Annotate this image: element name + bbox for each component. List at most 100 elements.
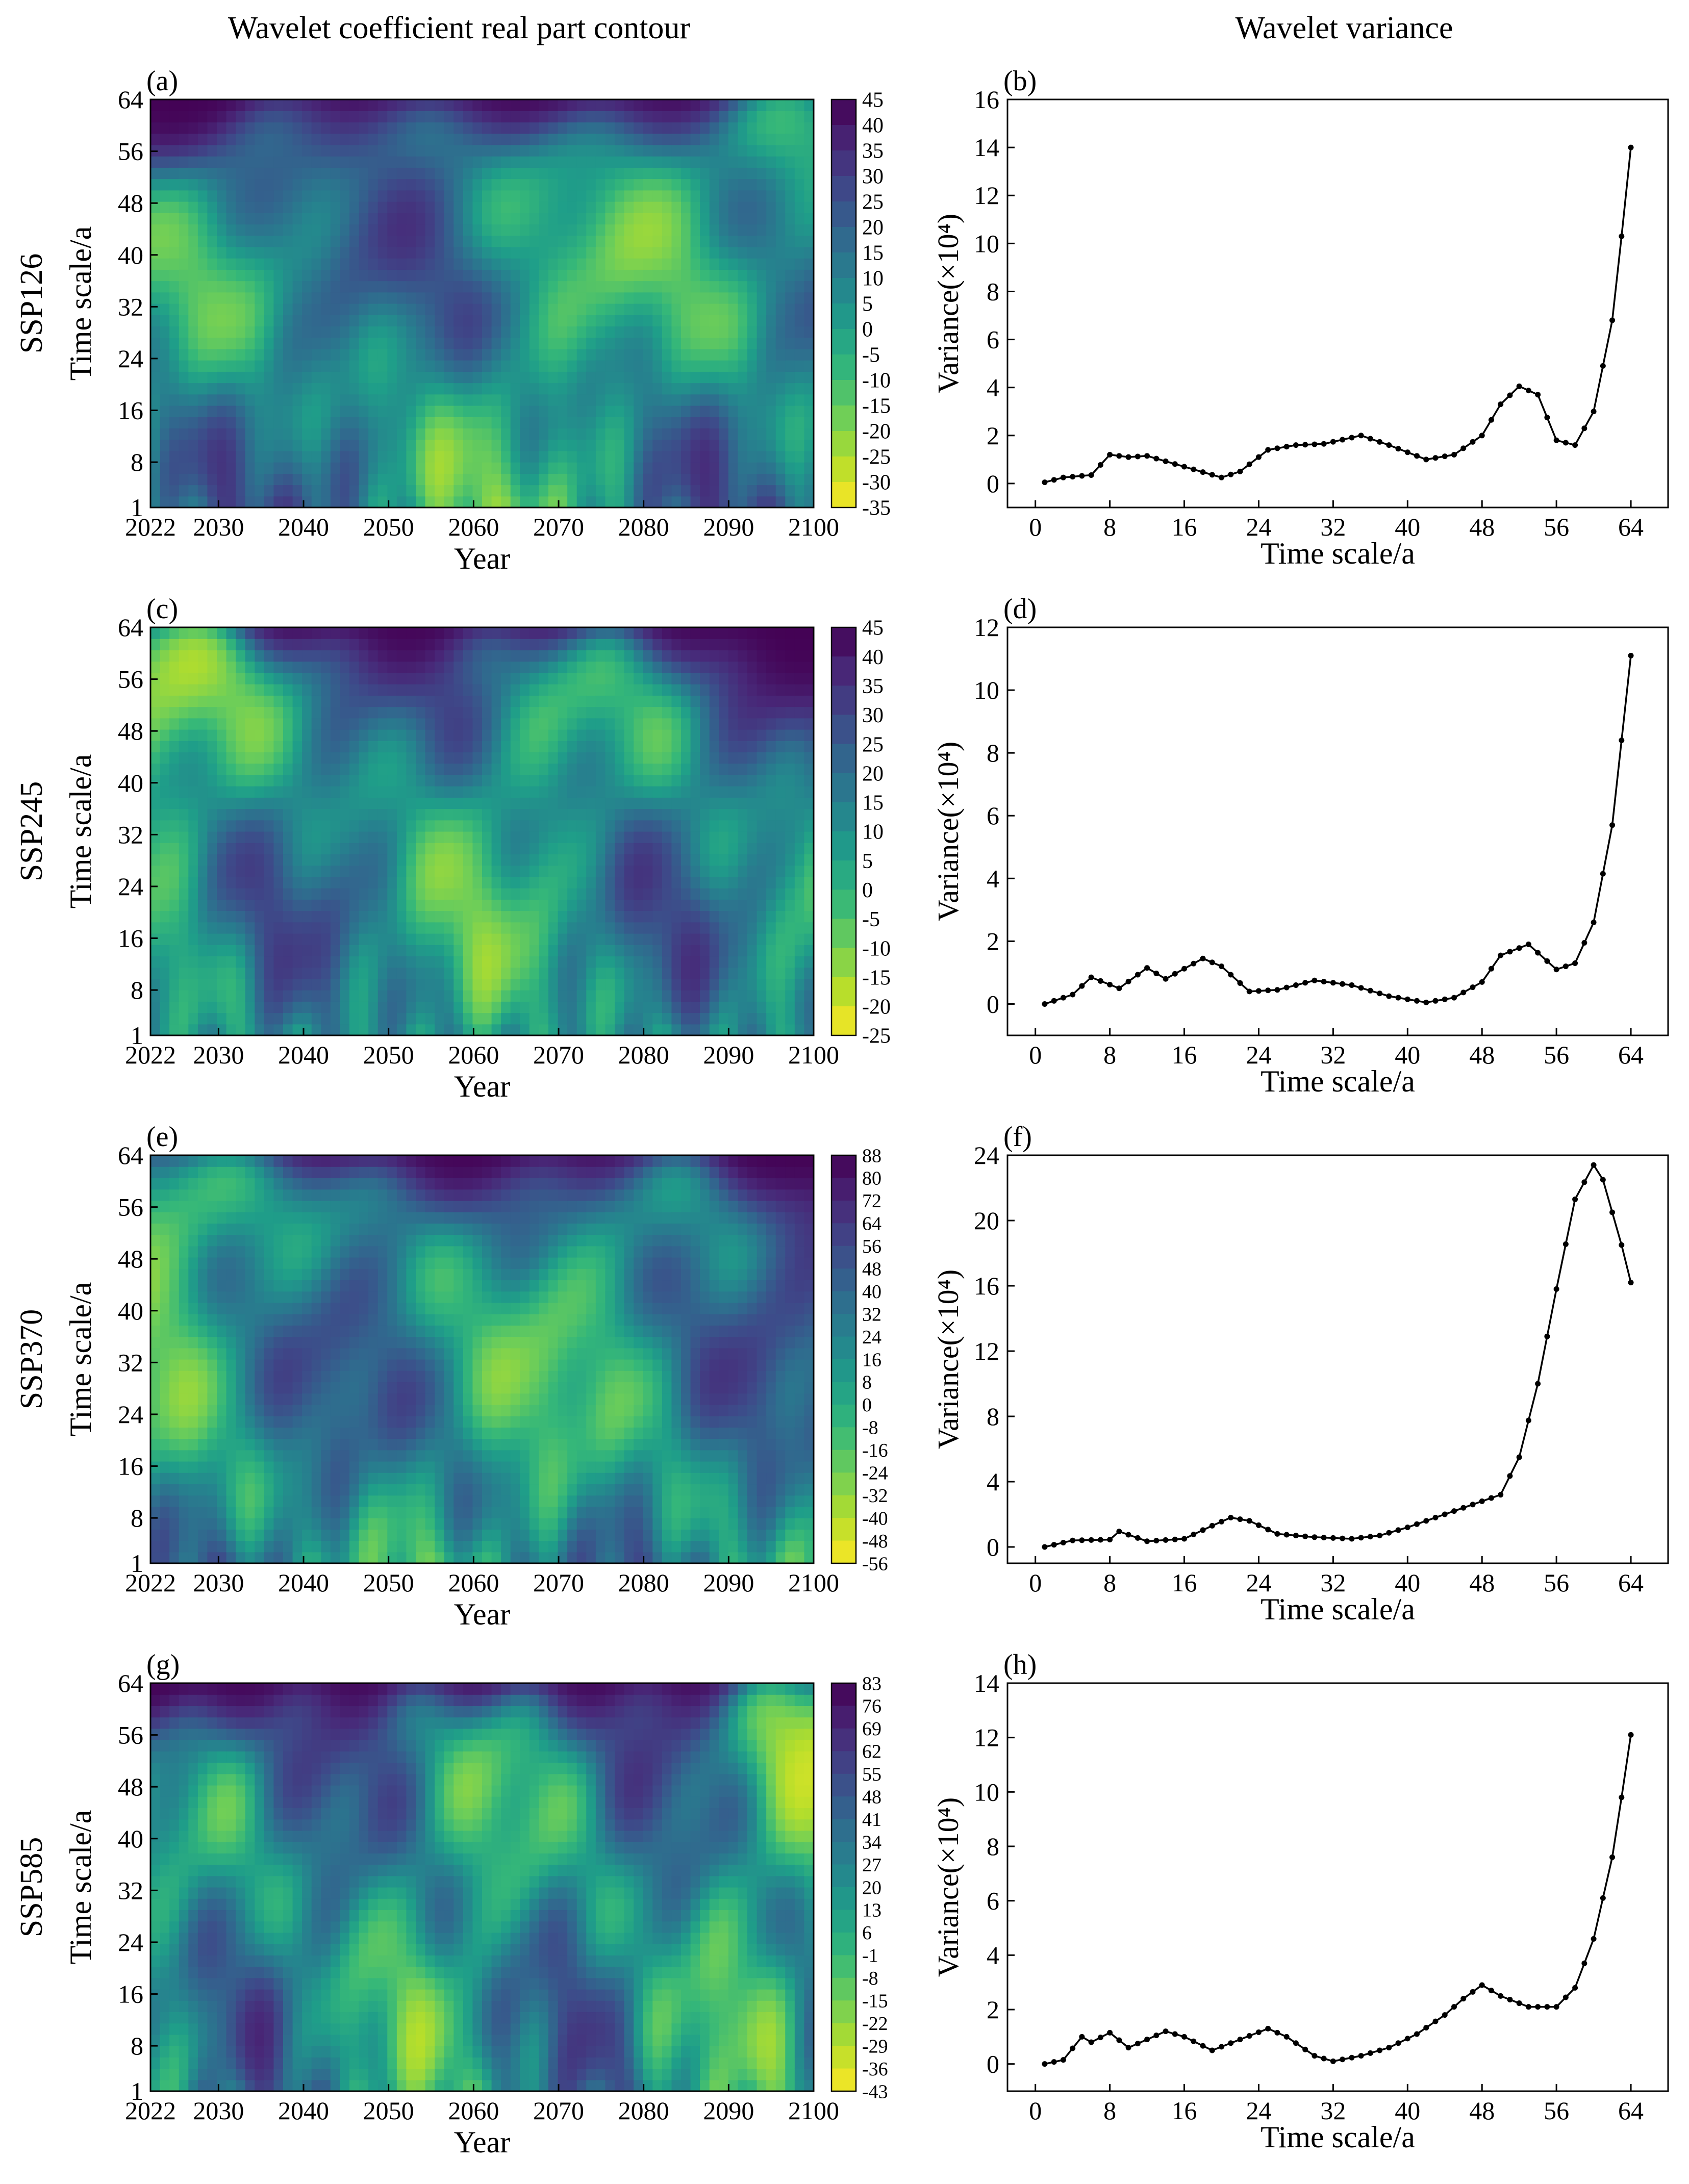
heatmap-cell bbox=[643, 201, 653, 213]
heatmap-cell bbox=[264, 292, 274, 304]
heatmap-cell bbox=[396, 922, 407, 934]
heatmap-cell bbox=[548, 684, 559, 696]
heatmap-cell bbox=[738, 706, 748, 719]
heatmap-cell bbox=[586, 639, 596, 651]
heatmap-cell bbox=[387, 1024, 397, 1036]
heatmap-cell bbox=[226, 485, 236, 497]
heatmap-cell bbox=[539, 922, 549, 934]
heatmap-cell bbox=[728, 462, 739, 474]
variance-point bbox=[1479, 433, 1485, 439]
heatmap-cell bbox=[264, 224, 274, 236]
heatmap-cell bbox=[273, 910, 284, 923]
heatmap-cell bbox=[709, 672, 719, 684]
heatmap-cell bbox=[529, 627, 540, 639]
heatmap-cell bbox=[197, 672, 208, 684]
heatmap-cell bbox=[501, 672, 511, 684]
heatmap-cell bbox=[785, 292, 795, 304]
heatmap-cell bbox=[472, 190, 483, 202]
heatmap-cell bbox=[662, 496, 672, 508]
heatmap-cell bbox=[634, 417, 644, 429]
heatmap-cell bbox=[302, 786, 312, 798]
heatmap-cell bbox=[728, 111, 739, 123]
heatmap-cell bbox=[387, 945, 397, 957]
heatmap-cell bbox=[539, 417, 549, 429]
heatmap-cell bbox=[406, 876, 416, 888]
heatmap-cell bbox=[217, 661, 227, 673]
heatmap-cell bbox=[709, 876, 719, 888]
heatmap-cell bbox=[775, 450, 786, 463]
heatmap-cell bbox=[539, 99, 549, 111]
heatmap-cell bbox=[510, 899, 520, 911]
heatmap-cell bbox=[435, 774, 445, 786]
heatmap-cell bbox=[236, 394, 246, 406]
heatmap-cell bbox=[435, 315, 445, 327]
heatmap-cell bbox=[510, 133, 520, 145]
heatmap-cell bbox=[615, 808, 625, 821]
heatmap-cell bbox=[302, 99, 312, 111]
heatmap-cell bbox=[671, 661, 682, 673]
heatmap-cell bbox=[634, 224, 644, 236]
heatmap-cell bbox=[311, 269, 321, 282]
heatmap-cell bbox=[785, 269, 795, 282]
heatmap-cell bbox=[255, 417, 265, 429]
heatmap-cell bbox=[662, 933, 672, 945]
heatmap-cell bbox=[558, 661, 568, 673]
heatmap-cell bbox=[539, 1001, 549, 1013]
heatmap-cell bbox=[576, 684, 587, 696]
heatmap-cell bbox=[681, 1001, 691, 1013]
heatmap-cell bbox=[377, 133, 388, 145]
variance-point bbox=[1125, 454, 1131, 460]
x-tick-label: 56 bbox=[1544, 513, 1569, 541]
heatmap-cell bbox=[416, 485, 426, 497]
heatmap-cell bbox=[273, 122, 284, 134]
heatmap-cell bbox=[510, 967, 520, 979]
heatmap-cell bbox=[558, 292, 568, 304]
heatmap-cell bbox=[302, 797, 312, 809]
heatmap-cell bbox=[520, 337, 530, 349]
heatmap-cell bbox=[652, 808, 663, 821]
heatmap-cell bbox=[643, 167, 653, 180]
heatmap-cell bbox=[311, 462, 321, 474]
heatmap-cell bbox=[197, 450, 208, 463]
heatmap-cell bbox=[406, 281, 416, 293]
heatmap-cell bbox=[444, 684, 454, 696]
heatmap-cell bbox=[472, 786, 483, 798]
heatmap-cell bbox=[160, 450, 170, 463]
heatmap-cell bbox=[719, 179, 729, 191]
heatmap-cell bbox=[330, 1012, 341, 1025]
heatmap-cell bbox=[273, 820, 284, 832]
heatmap-cell bbox=[217, 718, 227, 730]
variance-point bbox=[1060, 474, 1066, 480]
heatmap-cell bbox=[368, 315, 379, 327]
colorbar-band bbox=[831, 380, 856, 406]
heatmap-cell bbox=[245, 303, 255, 315]
heatmap-cell bbox=[738, 462, 748, 474]
heatmap-cell bbox=[605, 360, 615, 372]
heatmap-cell bbox=[643, 854, 653, 866]
heatmap-cell bbox=[273, 235, 284, 247]
heatmap-cell bbox=[406, 933, 416, 945]
heatmap-cell bbox=[179, 439, 189, 451]
heatmap-cell bbox=[634, 661, 644, 673]
heatmap-cell bbox=[548, 945, 559, 957]
heatmap-cell bbox=[292, 496, 302, 508]
heatmap-cell bbox=[785, 326, 795, 338]
heatmap-cell bbox=[785, 303, 795, 315]
heatmap-cell bbox=[491, 439, 501, 451]
heatmap-cell bbox=[302, 258, 312, 270]
heatmap-cell bbox=[690, 348, 700, 361]
heatmap-cell bbox=[197, 462, 208, 474]
heatmap-cell bbox=[349, 639, 360, 651]
heatmap-cell bbox=[283, 360, 293, 372]
heatmap-cell bbox=[634, 808, 644, 821]
heatmap-cell bbox=[236, 729, 246, 741]
heatmap-cell bbox=[681, 978, 691, 991]
heatmap-cell bbox=[273, 888, 284, 900]
heatmap-cell bbox=[226, 627, 236, 639]
heatmap-cell bbox=[747, 417, 758, 429]
heatmap-cell bbox=[349, 292, 360, 304]
heatmap-cell bbox=[368, 922, 379, 934]
heatmap-cell bbox=[634, 485, 644, 497]
heatmap-cell bbox=[605, 292, 615, 304]
heatmap-cell bbox=[340, 235, 350, 247]
